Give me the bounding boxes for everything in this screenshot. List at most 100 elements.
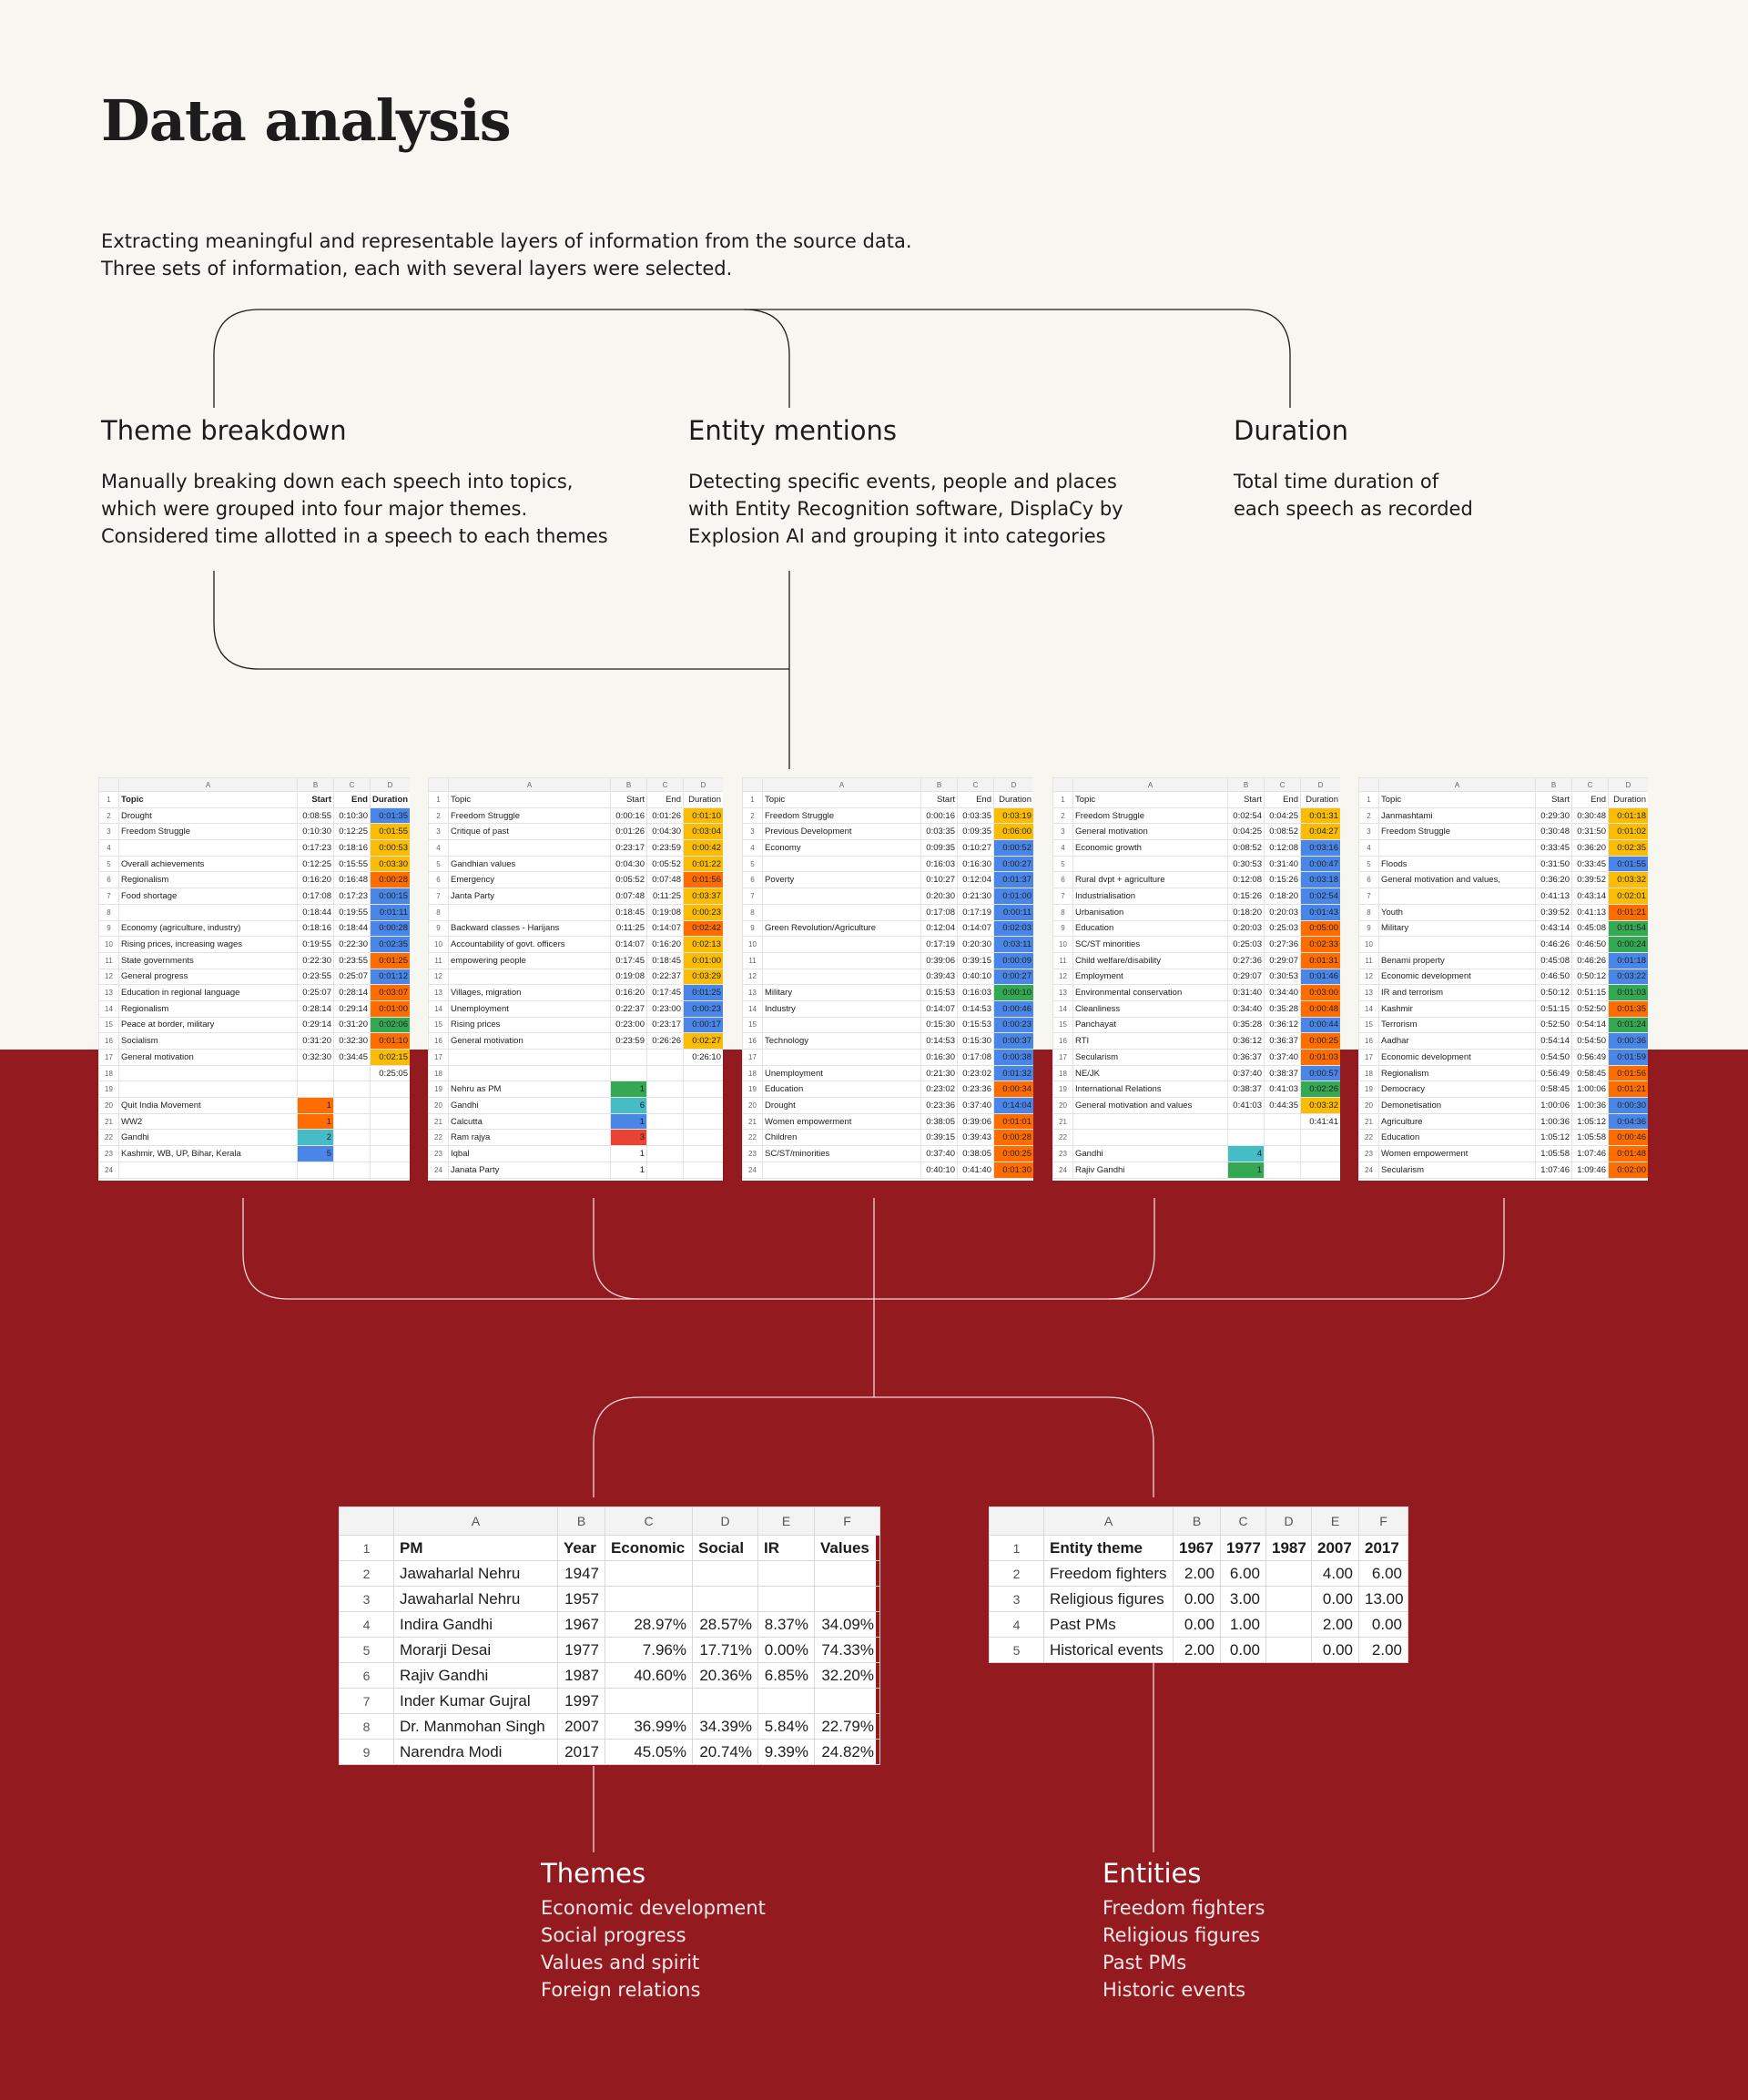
- entities-outcome: Entities Freedom fighters Religious figu…: [1103, 1858, 1265, 2004]
- start-cell: 0:29:14: [297, 1016, 334, 1034]
- start-cell: 0:00:16: [610, 807, 647, 825]
- table-row: 4 Indira Gandhi 1967 28.97% 28.57% 8.37% 34.09…: [339, 1611, 880, 1638]
- split-bracket: [593, 1396, 1154, 1497]
- start-cell: 0:37:40: [1227, 1064, 1265, 1082]
- start-cell: 0:18:20: [1227, 903, 1265, 921]
- column-letter: A: [762, 777, 921, 792]
- topic-cell: [762, 1161, 921, 1179]
- start-cell: 0:08:52: [1227, 839, 1265, 857]
- sheet-row: 19 Education 0:23:02 0:23:36 0:00:34: [742, 1080, 1033, 1099]
- column-letter: [339, 1507, 394, 1536]
- topic-cell: [1072, 855, 1228, 873]
- row-number: 13: [1052, 984, 1073, 1001]
- end-cell: 0:27:36: [1264, 936, 1301, 953]
- row-number: 10: [98, 936, 119, 953]
- start-cell: 0:17:45: [610, 951, 647, 969]
- row-number: 8: [1052, 903, 1073, 921]
- row-number: 17: [742, 1049, 763, 1066]
- end-cell: 0:16:20: [646, 936, 684, 953]
- sheet-row: 1 Topic Start End Duration: [1052, 791, 1340, 808]
- sheet-row: 13 Villages, migration 0:16:20 0:17:45 0:01:…: [428, 984, 723, 1001]
- row-number: 6: [428, 871, 449, 889]
- table-row: 6 Rajiv Gandhi 1987 40.60% 20.36% 6.85% 32.20%: [339, 1662, 880, 1689]
- end-cell: 1:05:12: [1571, 1112, 1609, 1131]
- table-cell: Narendra Modi: [393, 1739, 558, 1765]
- topic-cell: [118, 1064, 298, 1082]
- sheet-row: 1 Topic Start End Duration: [98, 791, 410, 808]
- start-cell: 0:16:03: [920, 855, 958, 873]
- row-number: 15: [428, 1016, 449, 1034]
- duration-cell: 0:03:19: [993, 807, 1033, 825]
- row-number: 5: [98, 855, 119, 873]
- column-letter: A: [448, 777, 611, 792]
- table-cell: [605, 1560, 693, 1587]
- start-cell: 0:14:07: [920, 999, 958, 1018]
- end-cell: 0:29:14: [333, 999, 371, 1018]
- duration-cell: [683, 1064, 723, 1082]
- sheet-row: 17 0:26:10: [428, 1049, 723, 1066]
- end-cell: 0:17:45: [646, 984, 684, 1001]
- row-number: 24: [428, 1161, 449, 1179]
- end-cell: 0:38:05: [957, 1145, 994, 1162]
- start-cell: 0:22:30: [297, 951, 334, 969]
- start-cell: 0:36:12: [1227, 1032, 1265, 1050]
- end-cell: 0:17:08: [957, 1049, 994, 1066]
- start-cell: 0:40:10: [920, 1161, 958, 1179]
- topic-cell: Benami property: [1378, 951, 1536, 969]
- topic-cell: [448, 839, 611, 857]
- topic-cell: Military: [762, 984, 921, 1001]
- row-number: 21: [98, 1112, 119, 1131]
- start-cell: 0:12:25: [297, 855, 334, 873]
- sheet-row: 21 WW2 1: [98, 1112, 410, 1131]
- entities-summary-table: A B C D E F 1 Entity theme 1967 1977 1987 2007 2017 2…: [989, 1507, 1408, 1663]
- start-cell: 0:10:27: [920, 871, 958, 889]
- duration-cell: 0:01:35: [370, 807, 410, 825]
- duration-cell: 0:00:23: [683, 903, 723, 921]
- duration-cell: 0:00:23: [993, 1016, 1033, 1034]
- end-cell: 0:36:37: [1264, 1032, 1301, 1050]
- sheet-row: 3 Freedom Struggle 0:30:48 0:31:50 0:01:02: [1358, 823, 1648, 841]
- sheet-row: 17 General motivation 0:32:30 0:34:45 0:02:1…: [98, 1049, 410, 1066]
- row-number: 10: [1358, 936, 1379, 953]
- duration-cell: 0:00:44: [1300, 1016, 1340, 1034]
- sheet-row: 12 Employment 0:29:07 0:30:53 0:01:46: [1052, 968, 1340, 986]
- row-number: 3: [1358, 823, 1379, 841]
- duration-cell: 0:00:15: [370, 888, 410, 905]
- end-cell: 0:19:55: [333, 903, 371, 921]
- sheet-row: 5 Gandhian values 0:04:30 0:05:52 0:01:22: [428, 855, 723, 873]
- end-cell: 0:18:20: [1264, 888, 1301, 905]
- sheet-row: 5 0:16:03 0:16:30 0:00:27: [742, 855, 1033, 873]
- end-cell: 0:23:00: [646, 999, 684, 1018]
- end-cell: 0:16:48: [333, 871, 371, 889]
- start-cell: 0:52:50: [1535, 1016, 1572, 1034]
- start-cell: 0:08:55: [297, 807, 334, 825]
- end-cell: 0:41:03: [1264, 1080, 1301, 1099]
- duration-cell: 0:01:18: [1608, 951, 1648, 969]
- end-cell: 0:10:30: [333, 807, 371, 825]
- sheet-row: 24 0:40:10 0:41:40 0:01:30: [742, 1161, 1033, 1179]
- sheet-row: 3 General motivation 0:04:25 0:08:52 0:04:27: [1052, 823, 1340, 841]
- column-letter: B: [1227, 777, 1265, 792]
- table-cell: 34.09%: [814, 1611, 880, 1638]
- topic-cell: Unemployment: [762, 1064, 921, 1082]
- row-number: 9: [428, 919, 449, 938]
- start-cell: 1: [610, 1145, 647, 1162]
- duration-cell: [683, 1145, 723, 1162]
- sheet-row: 11 0:39:06 0:39:15 0:00:09: [742, 951, 1033, 969]
- row-number: 2: [428, 807, 449, 825]
- table-cell: 1987: [557, 1662, 605, 1689]
- column-letter: F: [814, 1507, 880, 1536]
- row-number: 12: [428, 968, 449, 986]
- end-cell: 0:14:07: [646, 919, 684, 938]
- table-cell: [814, 1586, 880, 1612]
- row-number: 17: [98, 1049, 119, 1066]
- topic-cell: Previous Development: [762, 823, 921, 841]
- table-row: 4 Past PMs 0.00 1.00 2.00 0.00: [989, 1611, 1408, 1638]
- topic-cell: General motivation: [118, 1049, 298, 1066]
- topic-cell: [762, 951, 921, 969]
- row-number: 20: [1052, 1097, 1073, 1114]
- row-number: 6: [98, 871, 119, 889]
- speech-sheet-1: A B C D 1 Topic Start End Duration 2 Drought 0:08:5…: [98, 777, 410, 1181]
- row-number: 15: [98, 1016, 119, 1034]
